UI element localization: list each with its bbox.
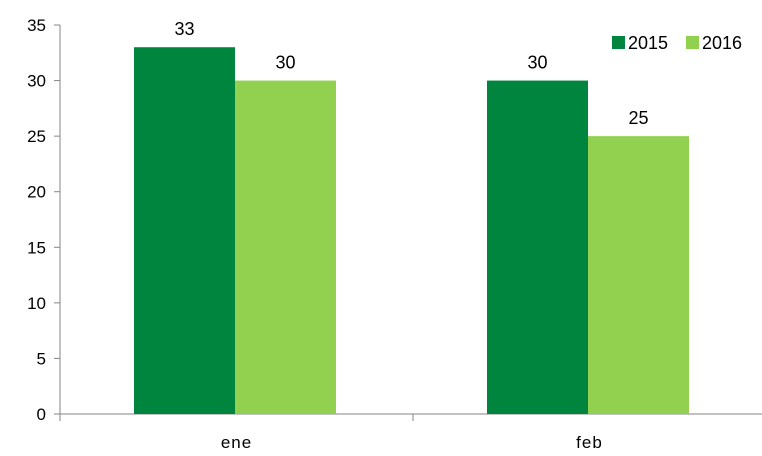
y-tick-label: 20	[27, 183, 46, 202]
y-tick-label: 5	[37, 349, 46, 368]
y-tick-label: 10	[27, 294, 46, 313]
x-axis: ene feb	[59, 413, 762, 452]
legend-swatch	[686, 36, 699, 49]
bar-2016-ene	[235, 80, 336, 415]
x-category-label: ene	[221, 433, 252, 452]
y-tick-label: 0	[37, 405, 46, 424]
data-label: 30	[275, 53, 295, 73]
data-label: 30	[527, 53, 547, 73]
x-category-label: feb	[576, 433, 603, 452]
bars	[134, 47, 689, 415]
legend-label: 2016	[702, 33, 742, 53]
legend-swatch	[612, 36, 625, 49]
data-label: 33	[174, 19, 194, 39]
y-tick-label: 30	[27, 72, 46, 91]
y-axis: 0 5 10 15 20 25 30 35	[27, 16, 61, 424]
bar-2015-ene	[134, 47, 235, 414]
y-tick-label: 15	[27, 238, 46, 257]
bar-2016-feb	[588, 136, 689, 414]
legend-label: 2015	[628, 33, 668, 53]
data-labels: 33 30 30 25	[174, 19, 648, 128]
legend: 2015 2016	[612, 33, 742, 53]
data-label: 25	[628, 108, 648, 128]
y-tick-label: 25	[27, 127, 46, 146]
y-tick-label: 35	[27, 16, 46, 35]
bar-2015-feb	[487, 80, 588, 415]
